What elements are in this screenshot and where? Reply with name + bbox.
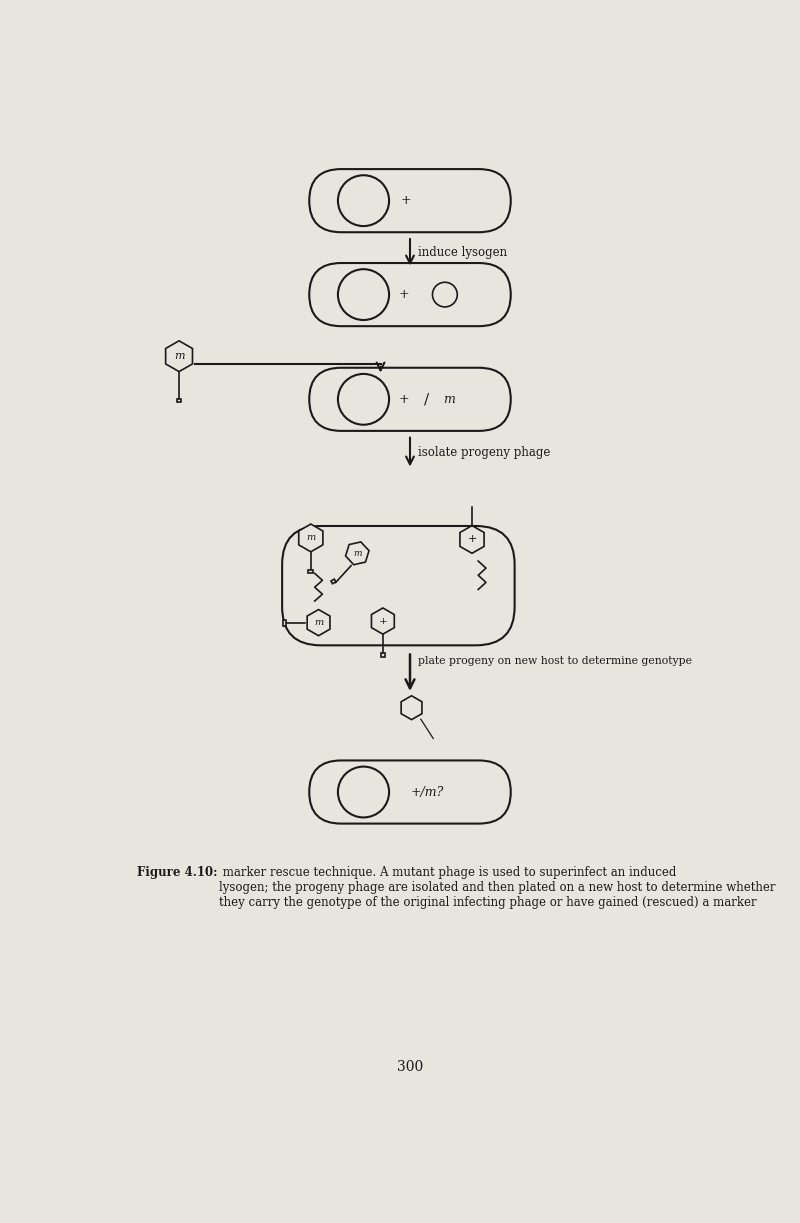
Polygon shape [371,608,394,635]
Text: Figure 4.10:: Figure 4.10: [138,866,218,879]
Text: +: + [378,616,387,626]
Polygon shape [166,341,193,372]
Bar [381,653,386,657]
Text: induce lysogen: induce lysogen [418,246,507,259]
Bar [177,399,182,402]
Text: +/m?: +/m? [410,785,444,799]
Bar [309,570,313,574]
Text: m: m [353,549,362,558]
Text: m: m [443,393,454,406]
Text: m: m [306,533,315,543]
Bar [331,580,336,583]
Text: marker rescue technique. A mutant phage is used to superinfect an induced
lysoge: marker rescue technique. A mutant phage … [218,866,775,909]
Text: /: / [425,393,430,406]
Polygon shape [346,542,369,565]
Polygon shape [307,609,330,636]
Text: +: + [398,289,409,301]
Polygon shape [298,525,323,552]
Text: isolate progeny phage: isolate progeny phage [418,445,550,459]
Text: +: + [401,194,411,207]
Text: plate progeny on new host to determine genotype: plate progeny on new host to determine g… [418,656,692,665]
Bar [283,620,286,626]
Polygon shape [460,526,484,553]
Text: m: m [314,618,323,627]
Text: m: m [174,351,184,361]
Text: +: + [467,534,477,544]
Text: +: + [398,393,409,406]
Text: 300: 300 [397,1060,423,1074]
